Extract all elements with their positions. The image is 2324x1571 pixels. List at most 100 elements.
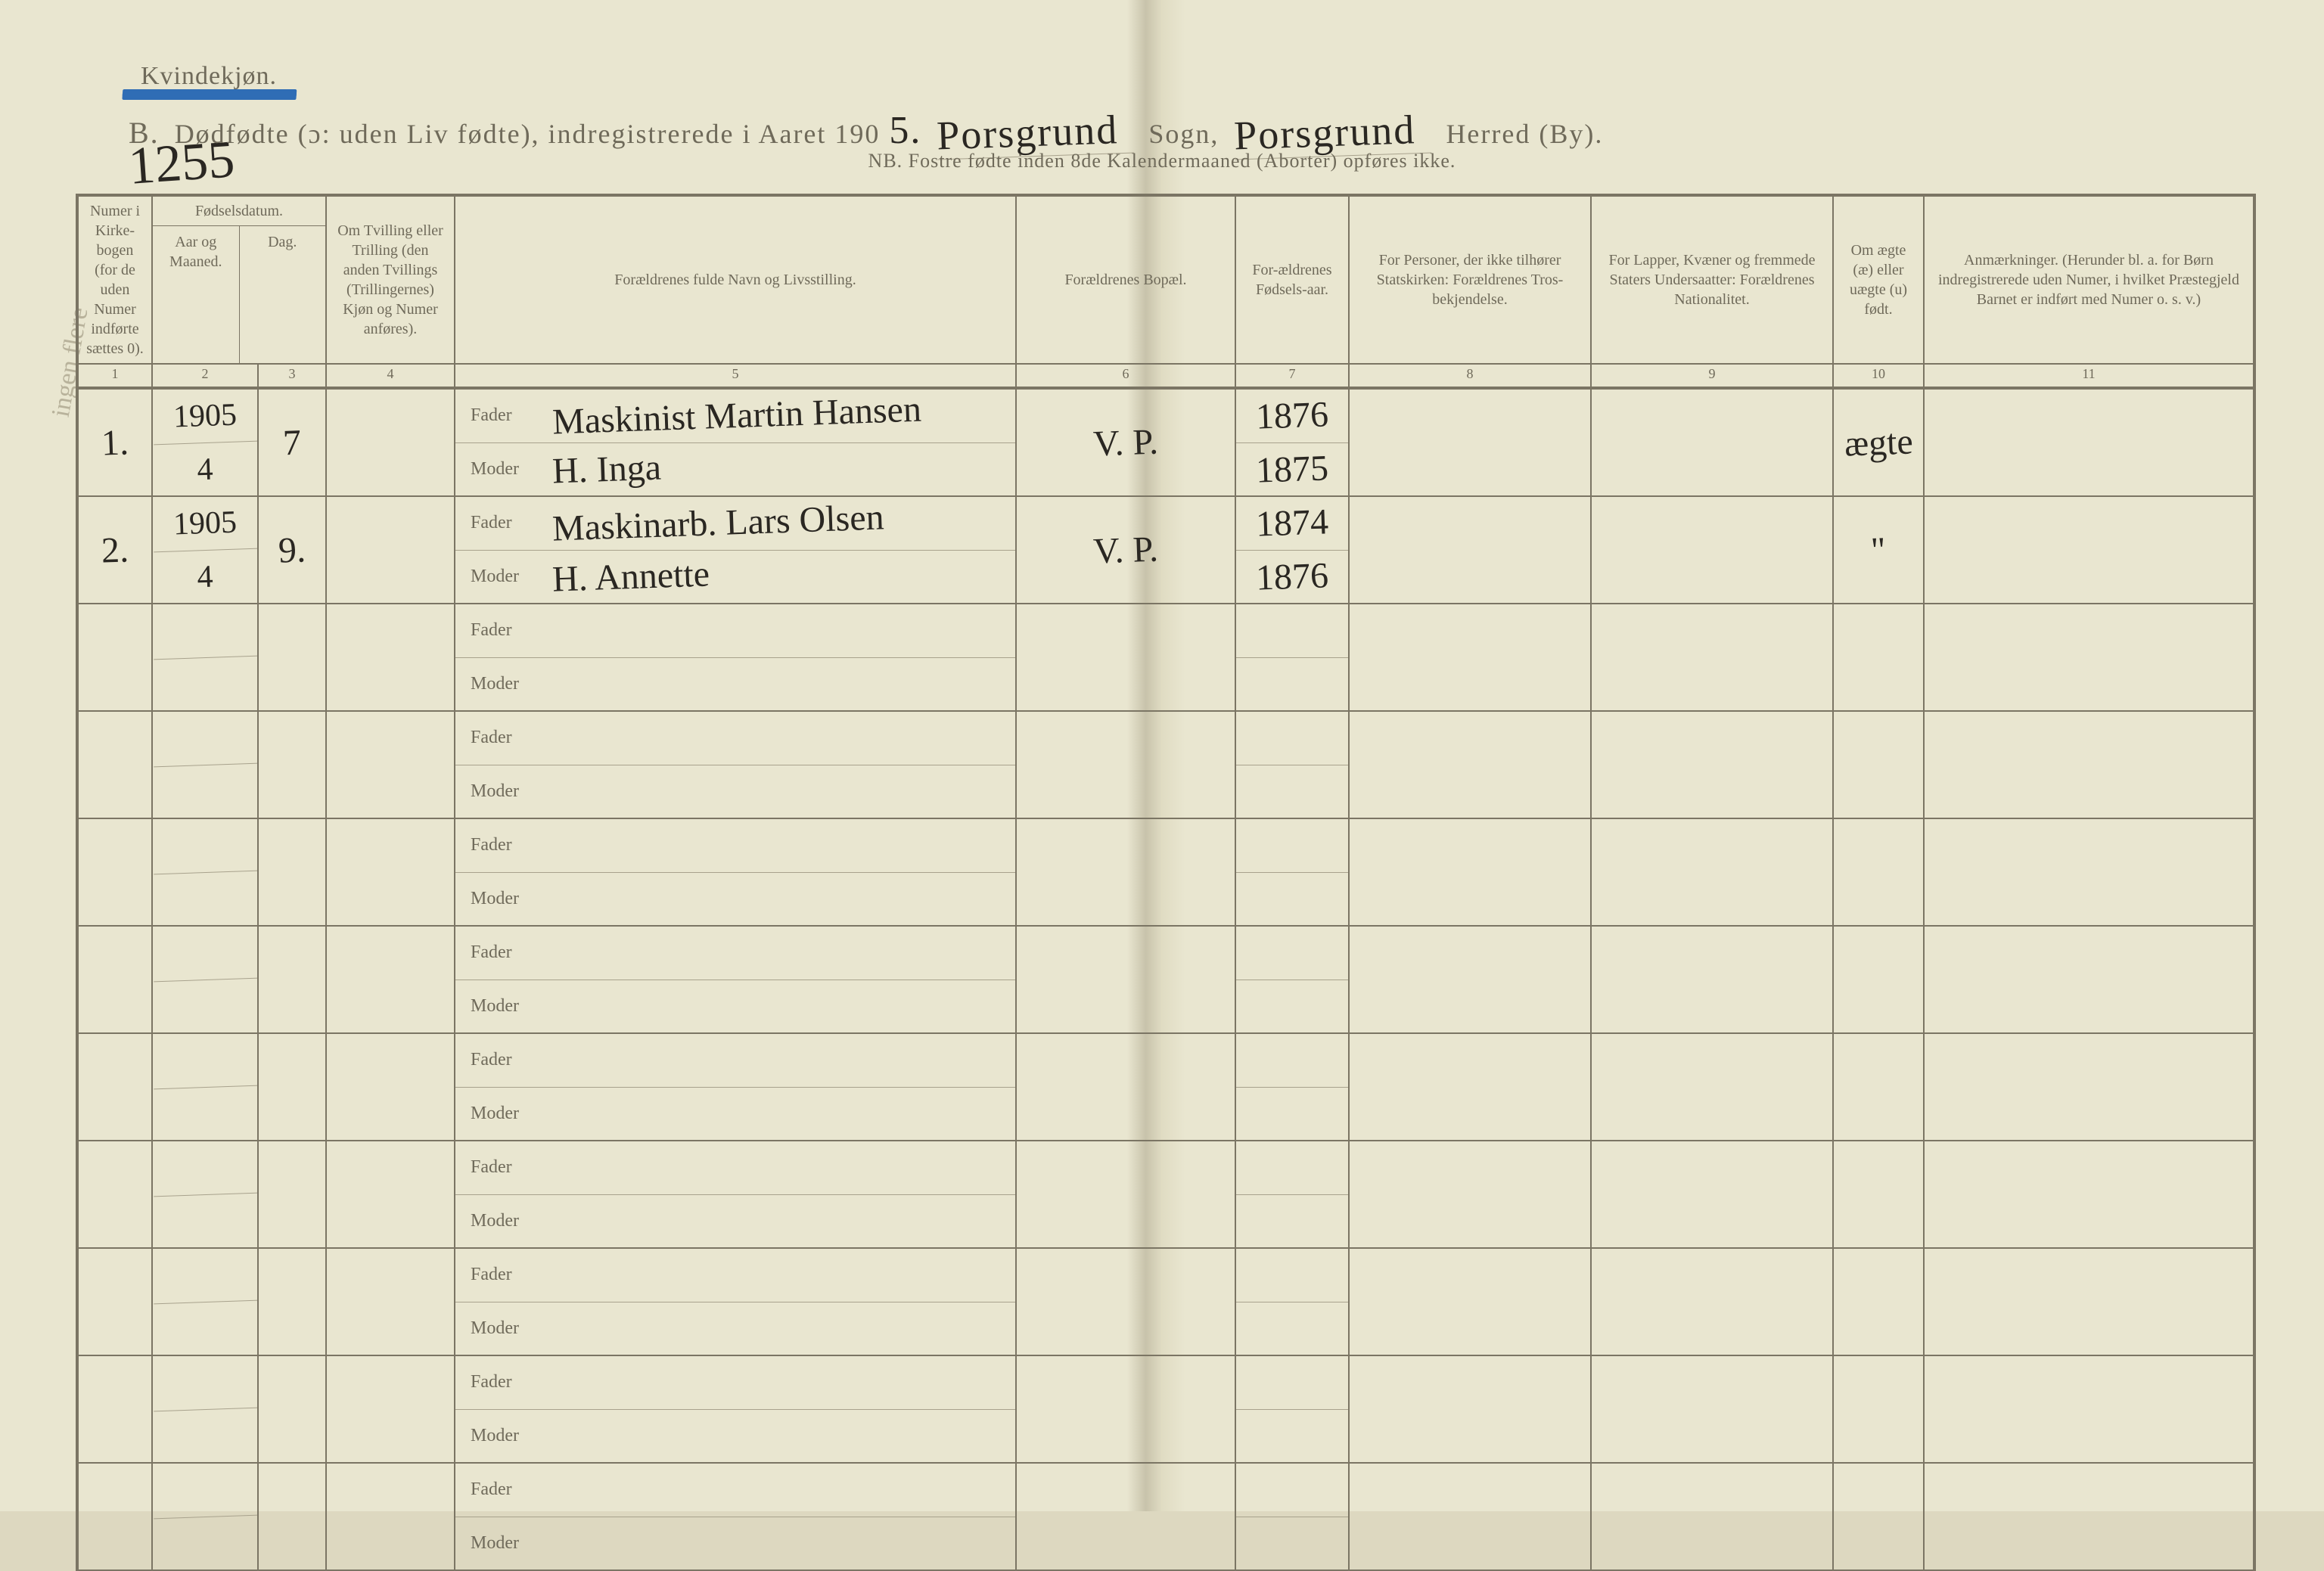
col-header-1: Numer i Kirke-bogen (for de uden Numer i… [76,197,151,363]
entry-remarks [1923,497,2256,603]
entry-parents: Fader Moder [454,927,1015,1032]
entry-birthyears [1235,1464,1348,1569]
entry-year [152,1462,258,1519]
table-row: Fader Moder [76,1356,2256,1464]
entry-remarks [1923,1356,2256,1462]
entry-parents: Fader Moder [454,712,1015,818]
role-mother: Moder [471,567,531,587]
table-row: Fader Moder [76,819,2256,927]
entry-parents: Fader Maskinist Martin Hansen Moder H. I… [454,390,1015,495]
entry-father: Maskinist Martin Hansen [551,389,922,443]
entry-religion [1348,1356,1590,1462]
col-header-4: Om Tvilling eller Trilling (den anden Tv… [325,197,454,363]
entry-year-month [151,1464,257,1569]
entry-year-month: 1905 4 [151,390,257,495]
entry-religion [1348,1141,1590,1247]
role-father: Fader [471,1157,531,1178]
entry-religion [1348,604,1590,710]
entry-birthyears [1235,927,1348,1032]
entry-parents: Fader Moder [454,1249,1015,1355]
entry-father-birth: 1876 [1255,394,1329,438]
table-row: Fader Moder [76,1249,2256,1356]
entry-twin [325,497,454,603]
entry-year [152,1032,258,1089]
title-line: B. Dødfødte (ɔ: uden Liv fødte), indregi… [129,106,2256,154]
entry-year-month: 1905 4 [151,497,257,603]
entry-religion [1348,1034,1590,1140]
entry-nationality [1590,712,1832,818]
role-mother: Moder [471,1426,531,1446]
entry-parents: Fader Moder [454,604,1015,710]
colnum-7: 7 [1235,365,1348,387]
entry-month [152,871,258,927]
entry-twin [325,1249,454,1355]
colnum-9: 9 [1590,365,1832,387]
entry-birthyears [1235,604,1348,710]
role-father: Fader [471,835,531,855]
entry-year [152,603,258,660]
colnum-1: 1 [76,365,151,387]
entry-year [152,1140,258,1197]
entry-nationality [1590,1034,1832,1140]
entry-bopael: V. P. [1092,421,1159,464]
entry-year [152,818,258,874]
sogn-label: Sogn, [1148,118,1219,150]
entry-nationality [1590,1356,1832,1462]
entry-nationality [1590,390,1832,495]
entry-birthyears [1235,1141,1348,1247]
entry-twin [325,1464,454,1569]
table-row: 2. 1905 4 9. Fader Maskinarb. Lars Olsen… [76,497,2256,604]
role-father: Fader [471,1479,531,1500]
entry-year-month [151,1141,257,1247]
entry-twin [325,927,454,1032]
role-mother: Moder [471,1318,531,1339]
entry-year-month [151,927,257,1032]
entry-month [152,1300,258,1356]
role-mother: Moder [471,459,531,480]
entry-year-month [151,1249,257,1355]
entry-month: 4 [152,548,258,604]
entry-legit: " [1870,529,1887,571]
role-father: Fader [471,405,531,426]
entry-remarks [1923,604,2256,710]
entry-birthyears: 1876 1875 [1235,390,1348,495]
entry-twin [325,1141,454,1247]
entry-parents: Fader Moder [454,1034,1015,1140]
entry-mother-birth: 1876 [1255,554,1329,598]
entry-month [152,1408,258,1464]
entry-birthyears [1235,819,1348,925]
entry-nationality [1590,1141,1832,1247]
title-year-digit: 5. [889,108,921,153]
entry-father: Maskinarb. Lars Olsen [551,497,884,550]
entry-remarks [1923,927,2256,1032]
entry-day: 7 [282,421,302,464]
entry-year [152,925,258,982]
entry-mother: H. Annette [551,553,710,600]
entry-nationality [1590,497,1832,603]
entry-month [152,1515,258,1571]
entry-religion [1348,497,1590,603]
entry-month: 4 [152,441,258,497]
entry-year [152,1247,258,1304]
col-header-7: For-ældrenes Fødsels-aar. [1235,197,1348,363]
entry-year-month [151,1356,257,1462]
colnum-4: 4 [325,365,454,387]
title-lead: B. [129,115,160,151]
table-header: Numer i Kirke-bogen (for de uden Numer i… [76,197,2256,365]
col-header-10: Om ægte (æ) eller uægte (u) født. [1832,197,1923,363]
col-header-11: Anmærkninger. (Herunder bl. a. for Børn … [1923,197,2256,363]
role-mother: Moder [471,1104,531,1124]
entry-religion [1348,712,1590,818]
role-mother: Moder [471,781,531,802]
entry-nationality [1590,819,1832,925]
entry-year [152,1355,258,1411]
col-header-5: Forældrenes fulde Navn og Livsstilling. [454,197,1015,363]
entry-parents: Fader Moder [454,1356,1015,1462]
col-header-6: Forældrenes Bopæl. [1015,197,1235,363]
entry-religion [1348,1464,1590,1569]
entry-day: 9. [278,529,306,571]
entry-parents: Fader Maskinarb. Lars Olsen Moder H. Ann… [454,497,1015,603]
col-header-2-top: Fødselsdatum. [153,197,325,226]
table-row: Fader Moder [76,604,2256,712]
colnum-8: 8 [1348,365,1590,387]
